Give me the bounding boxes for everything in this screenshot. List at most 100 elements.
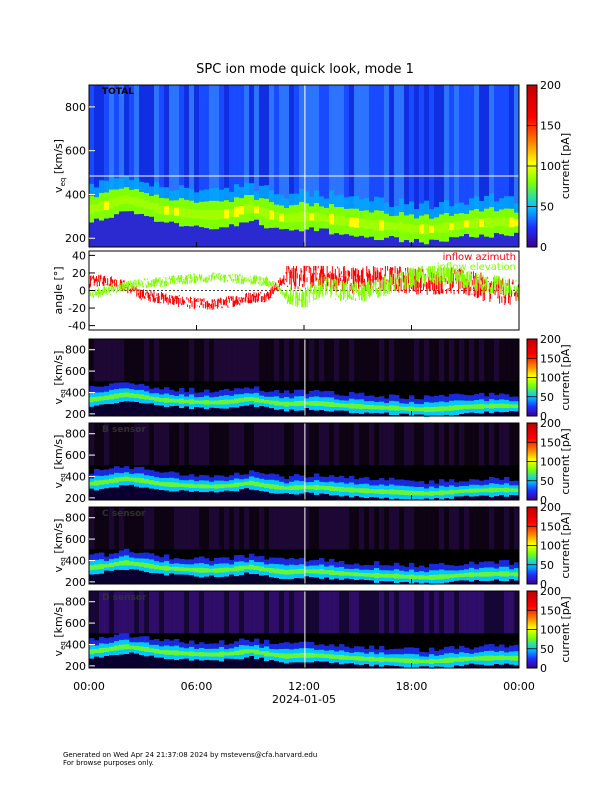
y-axis-label-unit: [km/s] bbox=[52, 519, 65, 558]
heatmap-streak bbox=[194, 591, 200, 634]
heatmap-band-outer bbox=[344, 395, 350, 401]
heatmap-streak bbox=[474, 591, 480, 634]
y-tick-label: 200 bbox=[65, 408, 86, 421]
heatmap-streak bbox=[279, 85, 285, 247]
heatmap-streak bbox=[414, 507, 420, 550]
heatmap-band-peak bbox=[474, 218, 480, 229]
heatmap-band-low bbox=[219, 227, 225, 247]
heatmap-band-peak bbox=[219, 484, 225, 489]
colorbar-label: current [pA] bbox=[559, 133, 572, 199]
heatmap-streak bbox=[159, 423, 165, 466]
heatmap-band-low bbox=[174, 405, 180, 416]
colorbar-tick-label: 200 bbox=[540, 333, 561, 346]
heatmap-band-peak bbox=[399, 658, 405, 663]
heatmap-band-peak bbox=[489, 487, 495, 493]
heatmap-band-outer bbox=[244, 639, 250, 646]
heatmap-band-low bbox=[139, 570, 145, 584]
heatmap-band-peak bbox=[214, 484, 220, 489]
heatmap-band-low bbox=[419, 666, 425, 668]
heatmap-band-peak bbox=[99, 201, 105, 212]
colorbar-tick-label: 150 bbox=[540, 436, 561, 449]
y-axis-label-symbol: v bbox=[52, 397, 65, 404]
heatmap-band-low bbox=[279, 662, 285, 668]
heatmap-band-outer bbox=[264, 474, 270, 480]
heatmap-band-peak bbox=[459, 573, 465, 578]
heatmap-band-low bbox=[439, 241, 445, 247]
heatmap-streak bbox=[494, 507, 500, 550]
heatmap-band-peak bbox=[504, 487, 510, 493]
heatmap-band-outer bbox=[209, 643, 215, 649]
figure-title: SPC ion mode quick look, mode 1 bbox=[196, 62, 414, 77]
heatmap-band-outer bbox=[439, 562, 445, 570]
heatmap-band-outer bbox=[369, 395, 375, 401]
heatmap-streak bbox=[324, 339, 330, 382]
heatmap-band-outer bbox=[139, 636, 145, 643]
heatmap-band-outer bbox=[214, 643, 220, 649]
heatmap-band-peak bbox=[394, 222, 400, 231]
heatmap-band-peak bbox=[89, 397, 95, 403]
heatmap-band-low bbox=[249, 489, 255, 500]
heatmap-band-peak bbox=[294, 401, 300, 407]
heatmap-band-outer bbox=[349, 475, 355, 483]
heatmap-streak bbox=[304, 507, 310, 550]
heatmap-band-low bbox=[184, 658, 190, 668]
heatmap-band-outer bbox=[174, 391, 180, 396]
heatmap-band-peak bbox=[159, 481, 165, 487]
heatmap-band-low bbox=[209, 407, 215, 416]
heatmap-streak bbox=[169, 507, 175, 550]
heatmap-band-peak bbox=[244, 565, 250, 570]
heatmap-band-peak bbox=[94, 396, 100, 402]
heatmap-streak bbox=[409, 85, 415, 247]
heatmap-band-outer bbox=[114, 466, 120, 473]
heatmap-band-outer bbox=[274, 643, 280, 650]
heatmap-band-outer bbox=[129, 468, 135, 474]
heatmap-band-low bbox=[474, 237, 480, 247]
heatmap-streak bbox=[134, 507, 140, 550]
heatmap-band-low bbox=[254, 574, 260, 584]
heatmap-band-outer bbox=[514, 203, 520, 213]
heatmap-band-peak bbox=[389, 405, 395, 411]
heatmap-band-peak bbox=[414, 407, 420, 412]
heatmap-band-outer bbox=[194, 392, 200, 398]
heatmap-band-outer bbox=[164, 639, 170, 646]
heatmap-band-outer bbox=[144, 469, 150, 476]
y-tick-label: 600 bbox=[65, 449, 86, 462]
heatmap-streak bbox=[224, 507, 230, 550]
heatmap-band-outer bbox=[479, 646, 485, 653]
heatmap-band-low bbox=[169, 221, 175, 247]
heatmap-band-peak bbox=[274, 653, 280, 658]
heatmap-band-low bbox=[394, 498, 400, 500]
heatmap-band-outer bbox=[144, 636, 150, 643]
heatmap-streak bbox=[424, 423, 430, 466]
heatmap-band-outer bbox=[89, 554, 95, 561]
heatmap-band-peak bbox=[329, 570, 335, 576]
heatmap-band-low bbox=[124, 211, 130, 247]
heatmap-band-peak bbox=[429, 491, 435, 496]
heatmap-band-peak bbox=[319, 401, 325, 406]
heatmap-band-outer bbox=[339, 644, 345, 651]
heatmap-band-outer bbox=[124, 176, 130, 188]
heatmap-band-low bbox=[284, 228, 290, 247]
heatmap-streak bbox=[429, 507, 435, 550]
heatmap-band-outer bbox=[389, 565, 395, 571]
heatmap-streak bbox=[214, 591, 220, 634]
heatmap-band-low bbox=[504, 663, 510, 668]
heatmap-streak bbox=[89, 591, 95, 634]
heatmap-band-outer bbox=[224, 476, 230, 482]
heatmap-streak bbox=[264, 85, 270, 247]
heatmap-band-low bbox=[444, 241, 450, 247]
heatmap-band-low bbox=[449, 498, 455, 500]
heatmap-streak bbox=[109, 591, 115, 634]
heatmap-streak bbox=[164, 507, 170, 550]
heatmap-band-low bbox=[89, 488, 95, 500]
heatmap-streak bbox=[309, 423, 315, 466]
heatmap-band-peak bbox=[409, 490, 415, 496]
colorbar-tick-label: 50 bbox=[540, 475, 554, 488]
heatmap-streak bbox=[214, 339, 220, 382]
heatmap-band-outer bbox=[114, 382, 120, 390]
heatmap-band-outer bbox=[199, 190, 205, 202]
heatmap-band-low bbox=[404, 413, 410, 416]
heatmap-band-outer bbox=[159, 187, 165, 198]
heatmap-band-peak bbox=[399, 406, 405, 411]
heatmap-streak bbox=[444, 591, 450, 634]
